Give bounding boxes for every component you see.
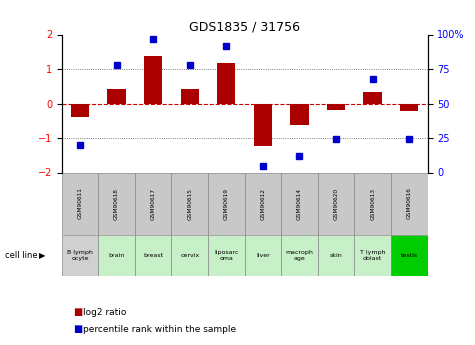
Text: GSM90620: GSM90620	[333, 187, 339, 220]
Text: GSM90619: GSM90619	[224, 188, 229, 219]
Text: GSM90615: GSM90615	[187, 188, 192, 219]
Text: cervix: cervix	[180, 253, 200, 258]
Text: GSM90614: GSM90614	[297, 188, 302, 219]
Text: GSM90612: GSM90612	[260, 188, 266, 219]
Bar	[180, 89, 199, 104]
Bar	[281, 235, 318, 276]
Text: ■: ■	[74, 307, 83, 317]
Text: T lymph
oblast: T lymph oblast	[360, 250, 385, 261]
Text: ▶: ▶	[39, 251, 46, 260]
Bar	[290, 104, 309, 125]
Text: liver: liver	[256, 253, 270, 258]
Bar	[327, 104, 345, 110]
Bar	[208, 235, 245, 276]
Bar	[391, 172, 428, 235]
Bar	[217, 63, 236, 104]
Bar	[71, 104, 89, 117]
Text: testis: testis	[400, 253, 418, 258]
Bar	[354, 172, 391, 235]
Bar	[245, 235, 281, 276]
Text: GSM90617: GSM90617	[151, 188, 156, 219]
Text: B lymph
ocyte: B lymph ocyte	[67, 250, 93, 261]
Text: log2 ratio: log2 ratio	[83, 308, 126, 317]
Text: breast: breast	[143, 253, 163, 258]
Text: liposarc
oma: liposarc oma	[214, 250, 238, 261]
Bar	[135, 235, 171, 276]
Text: brain: brain	[108, 253, 125, 258]
Bar	[254, 104, 272, 146]
Bar	[135, 172, 171, 235]
Bar	[62, 172, 98, 235]
Bar	[391, 235, 428, 276]
Bar	[400, 104, 418, 111]
Title: GDS1835 / 31756: GDS1835 / 31756	[189, 20, 300, 33]
Bar	[62, 235, 98, 276]
Bar	[208, 172, 245, 235]
Text: GSM90616: GSM90616	[407, 188, 412, 219]
Text: percentile rank within the sample: percentile rank within the sample	[83, 325, 236, 334]
Bar	[318, 172, 354, 235]
Text: GSM90611: GSM90611	[77, 188, 83, 219]
Bar	[98, 235, 135, 276]
Bar	[354, 235, 391, 276]
Text: skin: skin	[330, 253, 342, 258]
Text: GSM90618: GSM90618	[114, 188, 119, 219]
Text: cell line: cell line	[5, 251, 38, 260]
Bar	[245, 172, 281, 235]
Bar	[171, 235, 208, 276]
Bar	[171, 172, 208, 235]
Text: GSM90613: GSM90613	[370, 188, 375, 219]
Text: macroph
age: macroph age	[285, 250, 314, 261]
Bar	[107, 89, 126, 104]
Bar	[98, 172, 135, 235]
Bar	[318, 235, 354, 276]
Bar	[281, 172, 318, 235]
Text: ■: ■	[74, 325, 83, 334]
Bar	[363, 92, 382, 104]
Bar	[144, 56, 162, 104]
